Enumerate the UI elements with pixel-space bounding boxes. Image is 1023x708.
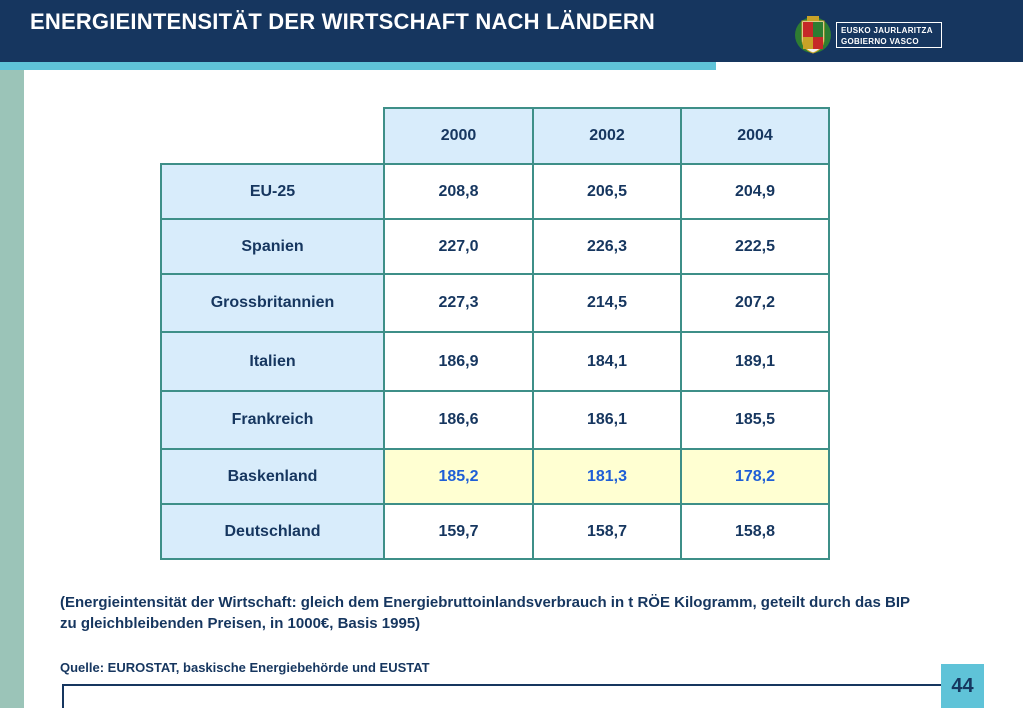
table-cell: 158,8	[680, 503, 830, 560]
row-label: Grossbritannien	[160, 273, 385, 333]
government-name: EUSKO JAURLARITZA GOBIERNO VASCO	[836, 22, 942, 48]
table-cell: 178,2	[680, 448, 830, 505]
table-cell: 207,2	[680, 273, 830, 333]
logo-line-1: EUSKO JAURLARITZA	[841, 26, 933, 35]
table-cell: 227,3	[383, 273, 534, 333]
gobierno-vasco-logo: EUSKO JAURLARITZA GOBIERNO VASCO	[794, 13, 946, 57]
table-cell: 204,9	[680, 163, 830, 220]
table-cell: 189,1	[680, 331, 830, 392]
table-row: EU-25 208,8 206,5 204,9	[160, 163, 830, 220]
table-cell: 159,7	[383, 503, 534, 560]
column-header-year: 2000	[383, 107, 534, 165]
table-cell: 208,8	[383, 163, 534, 220]
row-label: Frankreich	[160, 390, 385, 450]
row-label: Italien	[160, 331, 385, 392]
logo-line-2: GOBIERNO VASCO	[841, 37, 919, 46]
table-row-highlighted: Baskenland 185,2 181,3 178,2	[160, 448, 830, 505]
footer-divider	[62, 684, 942, 708]
table-cell: 227,0	[383, 218, 534, 275]
accent-strip	[0, 62, 716, 70]
row-label: Baskenland	[160, 448, 385, 505]
energy-intensity-table: 2000 2002 2004 EU-25 208,8 206,5 204,9 S…	[160, 107, 830, 560]
header-bar: ENERGIEINTENSITÄT DER WIRTSCHAFT NACH LÄ…	[0, 0, 1023, 62]
page-title: ENERGIEINTENSITÄT DER WIRTSCHAFT NACH LÄ…	[30, 9, 655, 34]
table-cell: 185,2	[383, 448, 534, 505]
row-label: Spanien	[160, 218, 385, 275]
row-label: Deutschland	[160, 503, 385, 560]
table-cell: 206,5	[532, 163, 682, 220]
table-cell: 186,9	[383, 331, 534, 392]
left-decorative-bar	[0, 70, 24, 708]
page-number: 44	[941, 664, 984, 708]
column-header-year: 2004	[680, 107, 830, 165]
table-cell: 186,1	[532, 390, 682, 450]
source-note: Quelle: EUROSTAT, baskische Energiebehör…	[60, 660, 430, 675]
table-row: Deutschland 159,7 158,7 158,8	[160, 503, 830, 560]
table-cell: 185,5	[680, 390, 830, 450]
table-row: Frankreich 186,6 186,1 185,5	[160, 390, 830, 450]
table-cell: 186,6	[383, 390, 534, 450]
table-cell: 226,3	[532, 218, 682, 275]
table-cell: 214,5	[532, 273, 682, 333]
table-cell: 222,5	[680, 218, 830, 275]
table-cell: 181,3	[532, 448, 682, 505]
table-row: Spanien 227,0 226,3 222,5	[160, 218, 830, 275]
table-cell: 184,1	[532, 331, 682, 392]
table-corner	[161, 108, 384, 164]
table-row: Italien 186,9 184,1 189,1	[160, 331, 830, 392]
coat-of-arms-icon	[795, 16, 831, 54]
table-row: Grossbritannien 227,3 214,5 207,2	[160, 273, 830, 333]
row-label: EU-25	[160, 163, 385, 220]
column-header-year: 2002	[532, 107, 682, 165]
table-cell: 158,7	[532, 503, 682, 560]
table-header-row: 2000 2002 2004	[161, 107, 830, 165]
definition-note: (Energieintensität der Wirtschaft: gleic…	[60, 594, 910, 632]
